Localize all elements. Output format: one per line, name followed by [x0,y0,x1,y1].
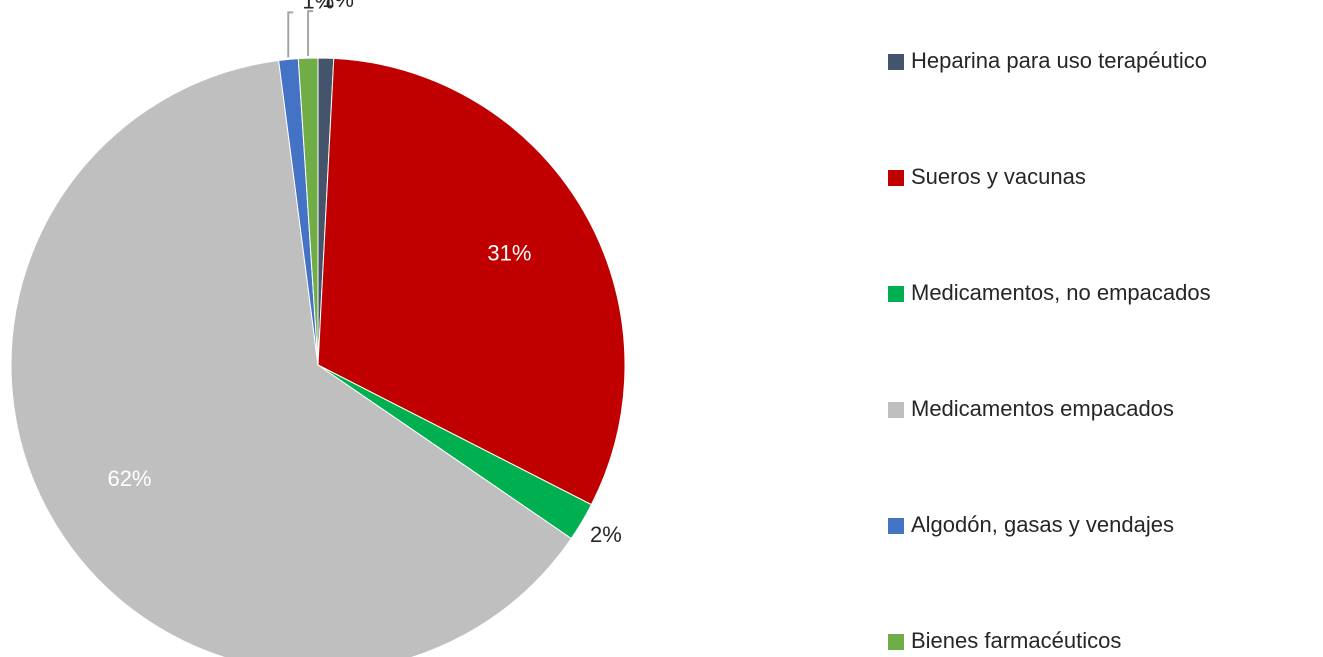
legend-label: Medicamentos, no empacados [911,280,1211,305]
legend-label: Medicamentos empacados [911,396,1174,421]
leader-line [307,10,314,57]
legend-swatch [888,170,904,186]
data-label: 1% [322,0,354,12]
pie-slice [317,57,626,506]
leader-line [287,11,294,58]
data-label: 2% [590,522,622,547]
pie-slice [10,59,572,657]
legend-label: Heparina para uso terapéutico [911,48,1207,73]
legend-label: Bienes farmacéuticos [911,628,1121,653]
legend-label: Algodón, gasas y vendajes [911,512,1174,537]
legend-label: Sueros y vacunas [911,164,1086,189]
legend-swatch [888,402,904,418]
data-label: 31% [487,240,531,265]
legend-swatch [888,518,904,534]
legend-swatch [888,634,904,650]
data-label: 62% [107,466,151,491]
legend-swatch [888,54,904,70]
pie-slice [297,57,319,366]
legend-swatch [888,286,904,302]
data-label: 1% [302,0,334,13]
